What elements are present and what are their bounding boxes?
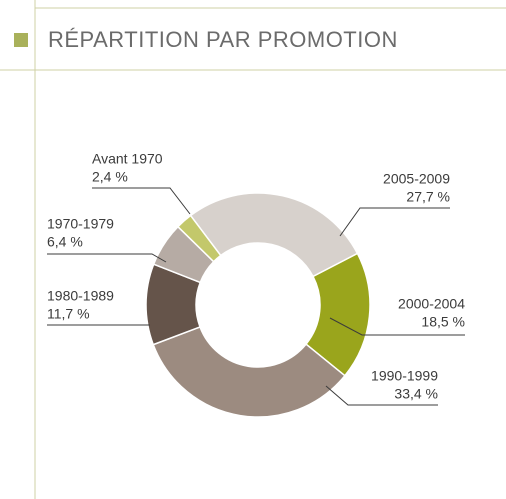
slice-value-label: 11,7 % (47, 306, 90, 322)
donut-slice (189, 192, 359, 278)
leader-line (92, 187, 191, 215)
donut-slice (152, 325, 346, 418)
header-square (14, 33, 28, 47)
leader-line (47, 253, 167, 263)
slice-value-label: 33,4 % (394, 386, 438, 402)
slice-label: 2005-2009 (383, 171, 450, 187)
slice-label: Avant 1970 (92, 151, 163, 167)
slice-label: 2000-2004 (398, 296, 465, 312)
chart-title: RÉPARTITION PAR PROMOTION (48, 27, 398, 52)
donut-slice (176, 214, 222, 263)
slice-value-label: 2,4 % (92, 169, 128, 185)
slice-label: 1990-1999 (371, 368, 438, 384)
leader-line (339, 207, 450, 237)
slice-value-label: 18,5 % (421, 314, 465, 330)
leader-line (325, 385, 438, 406)
slice-label: 1970-1979 (47, 216, 114, 232)
slice-value-label: 27,7 % (406, 189, 450, 205)
slice-label: 1980-1989 (47, 288, 114, 304)
leader-line (329, 317, 465, 336)
slice-value-label: 6,4 % (47, 234, 83, 250)
